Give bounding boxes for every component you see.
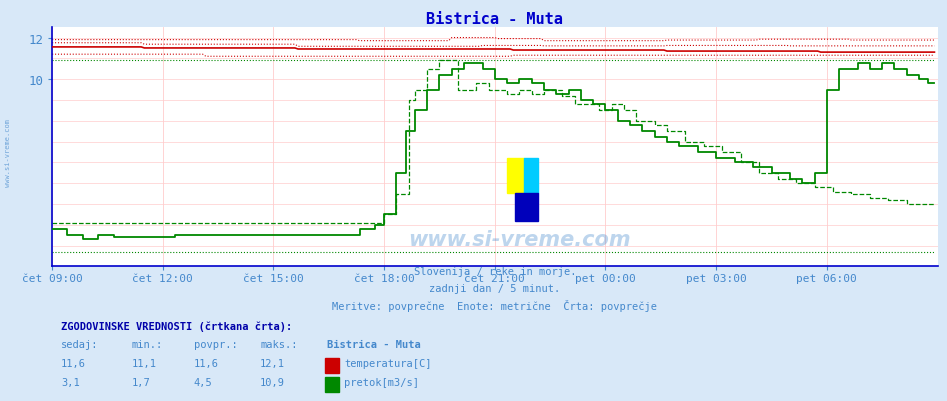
Text: povpr.:: povpr.: xyxy=(194,339,238,349)
Text: Bistrica - Muta: Bistrica - Muta xyxy=(327,339,420,349)
Text: 11,6: 11,6 xyxy=(61,358,86,368)
Text: www.si-vreme.com: www.si-vreme.com xyxy=(408,230,631,250)
Text: 11,1: 11,1 xyxy=(132,358,157,368)
Text: www.si-vreme.com: www.si-vreme.com xyxy=(5,118,10,186)
Bar xyxy=(325,358,339,373)
Bar xyxy=(507,159,524,193)
Text: 1,7: 1,7 xyxy=(132,377,151,387)
Text: 10,9: 10,9 xyxy=(260,377,285,387)
Bar xyxy=(515,193,538,221)
Text: ZGODOVINSKE VREDNOSTI (črtkana črta):: ZGODOVINSKE VREDNOSTI (črtkana črta): xyxy=(61,320,293,331)
Text: min.:: min.: xyxy=(132,339,163,349)
Text: 11,6: 11,6 xyxy=(194,358,219,368)
Text: zadnji dan / 5 minut.: zadnji dan / 5 minut. xyxy=(429,283,561,293)
Text: sedaj:: sedaj: xyxy=(61,339,98,349)
Text: Meritve: povprečne  Enote: metrične  Črta: povprečje: Meritve: povprečne Enote: metrične Črta:… xyxy=(332,299,657,311)
Text: Slovenija / reke in morje.: Slovenija / reke in morje. xyxy=(414,267,576,277)
Text: 3,1: 3,1 xyxy=(61,377,80,387)
Text: pretok[m3/s]: pretok[m3/s] xyxy=(345,377,420,387)
Title: Bistrica - Muta: Bistrica - Muta xyxy=(426,12,563,27)
Text: temperatura[C]: temperatura[C] xyxy=(345,358,432,368)
Text: 4,5: 4,5 xyxy=(194,377,212,387)
Bar xyxy=(325,377,339,392)
Text: 12,1: 12,1 xyxy=(260,358,285,368)
Bar xyxy=(524,159,538,193)
Text: maks.:: maks.: xyxy=(260,339,297,349)
